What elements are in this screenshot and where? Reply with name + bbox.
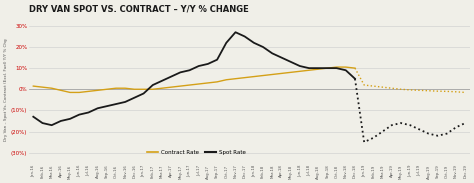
Y-axis label: Dry Van – Spot Vs. Contract (Excl. Fuel) Y/Y % Chg: Dry Van – Spot Vs. Contract (Excl. Fuel)…: [4, 38, 8, 141]
Legend: Contract Rate, Spot Rate: Contract Rate, Spot Rate: [145, 148, 247, 157]
Text: DRY VAN SPOT VS. CONTRACT – Y/Y % CHANGE: DRY VAN SPOT VS. CONTRACT – Y/Y % CHANGE: [29, 4, 248, 13]
